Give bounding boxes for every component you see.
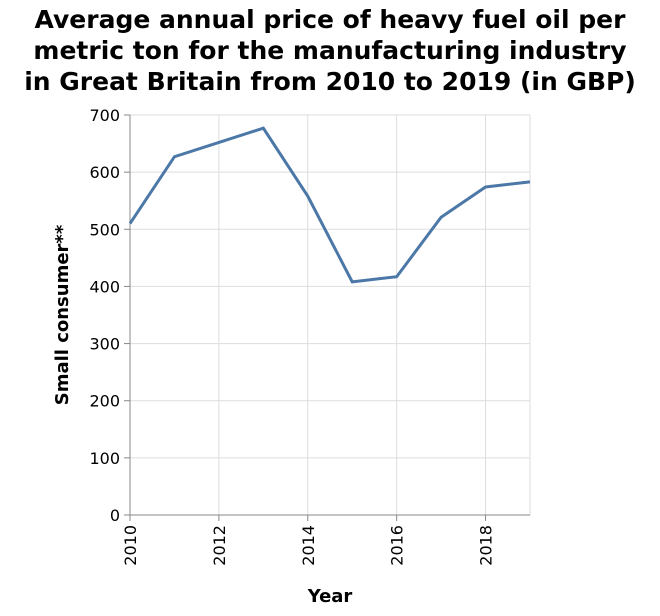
- x-tick-label: 2012: [210, 525, 229, 566]
- x-tick-label: 2014: [299, 525, 318, 566]
- chart-title-line-2: metric ton for the manufacturing industr…: [33, 36, 627, 65]
- chart-title-line-1: Average annual price of heavy fuel oil p…: [34, 5, 626, 34]
- x-tick-label: 2018: [477, 525, 496, 566]
- y-tick-label: 700: [89, 106, 120, 125]
- chart-title: Average annual price of heavy fuel oil p…: [0, 4, 660, 97]
- y-tick-label: 600: [89, 163, 120, 182]
- y-tick-label: 400: [89, 277, 120, 296]
- axes: [124, 114, 530, 521]
- x-axis-title: Year: [307, 586, 353, 607]
- y-axis-title: Small consumer**: [52, 224, 73, 405]
- series-line: [128, 126, 531, 284]
- x-tick-label: 2010: [121, 525, 140, 566]
- y-tick-label: 500: [89, 220, 120, 239]
- chart-title-line-3: in Great Britain from 2010 to 2019 (in G…: [24, 67, 636, 96]
- y-tick-label: 300: [89, 335, 120, 354]
- y-tick-label: 200: [89, 392, 120, 411]
- series-layer: [128, 126, 531, 284]
- x-tick-label: 2016: [388, 525, 407, 566]
- y-tick-label: 100: [89, 449, 120, 468]
- grid-lines: [129, 114, 531, 516]
- tick-labels: 0 100 200 300 400 500 600 700 2010 2012 2014 2016 20…: [89, 106, 495, 566]
- y-tick-label: 0: [110, 506, 120, 525]
